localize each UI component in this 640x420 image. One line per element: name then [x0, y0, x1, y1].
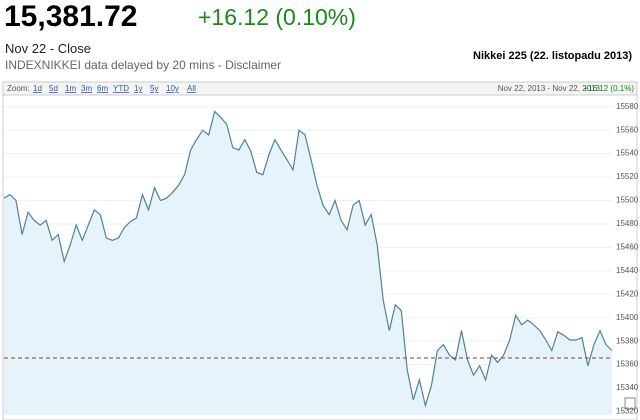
price: 15,381.72 [4, 0, 138, 33]
plot-frame [2, 94, 638, 420]
zoom-link[interactable]: 3m [81, 84, 92, 93]
chart-caption: Nikkei 225 (22. listopadu 2013) [473, 50, 632, 62]
zoom-link[interactable]: 1y [134, 84, 142, 93]
zoom-link[interactable]: 1m [65, 84, 76, 93]
slider-handle[interactable] [624, 397, 636, 410]
price-change: +16.12 (0.10%) [198, 4, 356, 30]
y-tick-label: 15500 [616, 196, 639, 205]
zoom-link[interactable]: 5d [49, 84, 58, 93]
y-tick-label: 15400 [616, 313, 639, 322]
zoom-link[interactable]: 10y [166, 84, 179, 93]
y-tick-label: 15520 [616, 172, 639, 181]
y-tick-label: 15580 [616, 102, 639, 111]
y-tick-label: 15440 [616, 266, 639, 275]
zoom-label: Zoom: [7, 84, 30, 93]
header: 15,381.72 +16.12 (0.10%) Nov 22 - Close … [0, 0, 640, 80]
zoom-link[interactable]: 6m [97, 84, 108, 93]
range-change: +16.12 (0.1%) [584, 84, 635, 93]
zoom-link[interactable]: 1d [33, 84, 42, 93]
y-tick-label: 15320 [616, 407, 639, 416]
price-line [3, 110, 613, 408]
y-tick-label: 15340 [616, 383, 639, 392]
y-tick-label: 15560 [616, 125, 639, 134]
delay-note: INDEXNIKKEI data delayed by 20 mins - Di… [5, 58, 282, 72]
zoom-link[interactable]: 5y [150, 84, 158, 93]
y-tick-label: 15380 [616, 336, 639, 345]
zoom-link[interactable]: All [187, 84, 196, 93]
y-tick-label: 15460 [616, 242, 639, 251]
y-tick-label: 15360 [616, 360, 639, 369]
close-date: Nov 22 - Close [5, 41, 91, 56]
area [4, 111, 612, 416]
zoom-link[interactable]: YTD [113, 84, 129, 93]
date-range: Nov 22, 2013 - Nov 22, 2013 [498, 84, 601, 93]
y-tick-label: 15540 [616, 149, 639, 158]
y-tick-label: 15420 [616, 289, 639, 298]
y-tick-label: 15480 [616, 219, 639, 228]
